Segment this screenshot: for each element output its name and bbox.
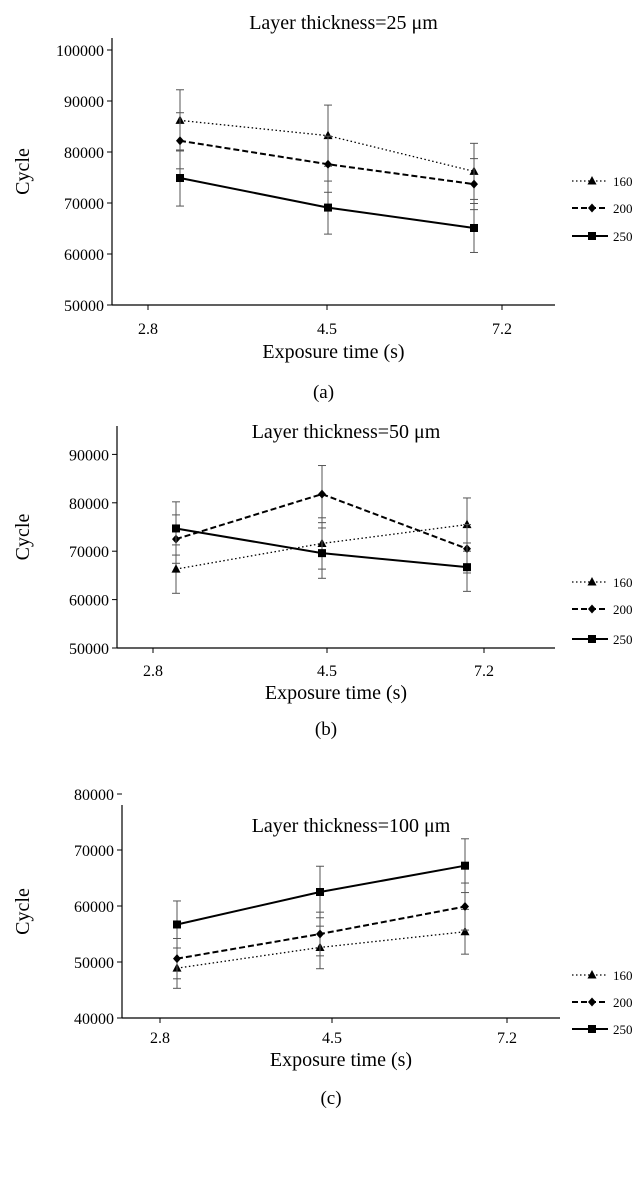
series-triangle-marker <box>587 176 597 185</box>
legend-label: 250 <box>613 1022 633 1037</box>
series-diamond-marker <box>176 136 184 146</box>
x-tick-label: 2.8 <box>150 1030 170 1047</box>
y-tick-label: 50000 <box>69 641 109 658</box>
y-tick-label: 60000 <box>69 593 109 610</box>
y-tick-label: 40000 <box>74 1011 114 1028</box>
legend-item-200: 200 <box>572 201 633 216</box>
series-250 <box>172 501 471 592</box>
chart-panel-b: Layer thickness=50 μm 50000 60000 70000 8000… <box>12 421 633 740</box>
legend-item-160: 160 <box>572 968 633 983</box>
y-tick-label: 60000 <box>74 899 114 916</box>
series-diamond-marker <box>470 179 478 189</box>
series-diamond-marker <box>324 159 332 169</box>
series-200 <box>173 882 469 980</box>
series-250 <box>173 838 469 949</box>
series-250 <box>176 149 478 253</box>
x-tick-label: 7.2 <box>497 1030 517 1047</box>
y-tick-label: 50000 <box>74 955 114 972</box>
series-diamond-marker <box>588 997 596 1007</box>
series-triangle-marker <box>460 926 470 936</box>
legend-label: 160 <box>613 174 633 189</box>
legend-item-200: 200 <box>572 602 633 617</box>
series-square-marker <box>318 549 326 558</box>
x-tick-label: 4.5 <box>317 321 337 338</box>
legend-label: 200 <box>613 995 633 1010</box>
x-tick-label: 4.5 <box>317 663 337 680</box>
series-square-marker <box>588 232 596 240</box>
series-diamond-marker <box>318 489 326 499</box>
series-square-marker <box>463 563 471 572</box>
y-tick-label: 100000 <box>56 43 104 60</box>
series-square-marker <box>316 888 324 896</box>
chart-title: Layer thickness=25 μm <box>249 12 438 34</box>
series-square-marker <box>588 635 596 643</box>
x-tick-label: 7.2 <box>474 663 494 680</box>
legend-item-200: 200 <box>572 995 633 1010</box>
series-diamond-marker <box>588 203 596 213</box>
y-axis-label: Cycle <box>12 888 34 935</box>
x-tick-label: 7.2 <box>492 321 512 338</box>
legend-item-250: 250 <box>572 229 633 244</box>
y-tick-label: 60000 <box>64 247 104 264</box>
legend-item-160: 160 <box>572 174 633 189</box>
series-line <box>175 493 468 550</box>
series-square-marker <box>324 203 332 212</box>
y-tick-label: 80000 <box>74 787 114 804</box>
series-diamond-marker <box>316 929 324 939</box>
x-tick-label: 2.8 <box>143 663 163 680</box>
series-diamond-marker <box>588 604 596 614</box>
series-square-marker <box>461 861 469 870</box>
legend-label: 250 <box>613 229 633 244</box>
panel-caption: (b) <box>315 719 337 740</box>
legend-item-160: 160 <box>572 575 633 590</box>
series-square-marker <box>588 1025 596 1033</box>
y-tick-label: 80000 <box>64 145 104 162</box>
y-tick-label: 90000 <box>64 94 104 111</box>
series-triangle-marker <box>587 970 597 979</box>
panel-caption: (a) <box>313 382 334 403</box>
y-tick-label: 50000 <box>64 298 104 315</box>
chart-panel-c: Layer thickness=100 μm 40000 50000 60000 700… <box>12 787 633 1109</box>
x-axis-label: Exposure time (s) <box>265 682 407 704</box>
chart-panel-a: Layer thickness=25 μm 50000 60000 70000 8000… <box>12 12 633 403</box>
x-tick-label: 2.8 <box>138 321 158 338</box>
legend-label: 200 <box>613 201 633 216</box>
y-tick-label: 70000 <box>74 843 114 860</box>
series-square-marker <box>176 174 184 183</box>
legend-item-250: 250 <box>572 632 633 647</box>
series-diamond-marker <box>461 902 469 912</box>
chart-title: Layer thickness=50 μm <box>252 421 441 443</box>
y-axis-label: Cycle <box>12 148 34 195</box>
legend-label: 200 <box>613 602 633 617</box>
legend-label: 250 <box>613 632 633 647</box>
series-triangle-marker <box>171 564 181 573</box>
x-axis-label: Exposure time (s) <box>262 341 404 363</box>
legend-label: 160 <box>613 968 633 983</box>
y-tick-label: 80000 <box>69 496 109 513</box>
chart-title: Layer thickness=100 μm <box>252 815 451 837</box>
legend-item-250: 250 <box>572 1022 633 1037</box>
series-diamond-marker <box>173 954 181 964</box>
series-square-marker <box>470 223 478 232</box>
series-160 <box>172 908 470 989</box>
series-160 <box>175 89 479 200</box>
legend-label: 160 <box>613 575 633 590</box>
series-triangle-marker <box>462 519 472 529</box>
x-tick-label: 4.5 <box>322 1030 342 1047</box>
y-tick-label: 70000 <box>69 544 109 561</box>
y-axis-label: Cycle <box>12 514 34 561</box>
y-tick-label: 70000 <box>64 196 104 213</box>
series-square-marker <box>172 524 180 533</box>
series-triangle-marker <box>323 130 333 140</box>
series-line <box>179 177 475 229</box>
x-axis-label: Exposure time (s) <box>270 1049 412 1071</box>
y-tick-label: 90000 <box>69 447 109 464</box>
panel-caption: (c) <box>320 1088 341 1109</box>
series-square-marker <box>173 920 181 929</box>
series-triangle-marker <box>587 577 597 586</box>
